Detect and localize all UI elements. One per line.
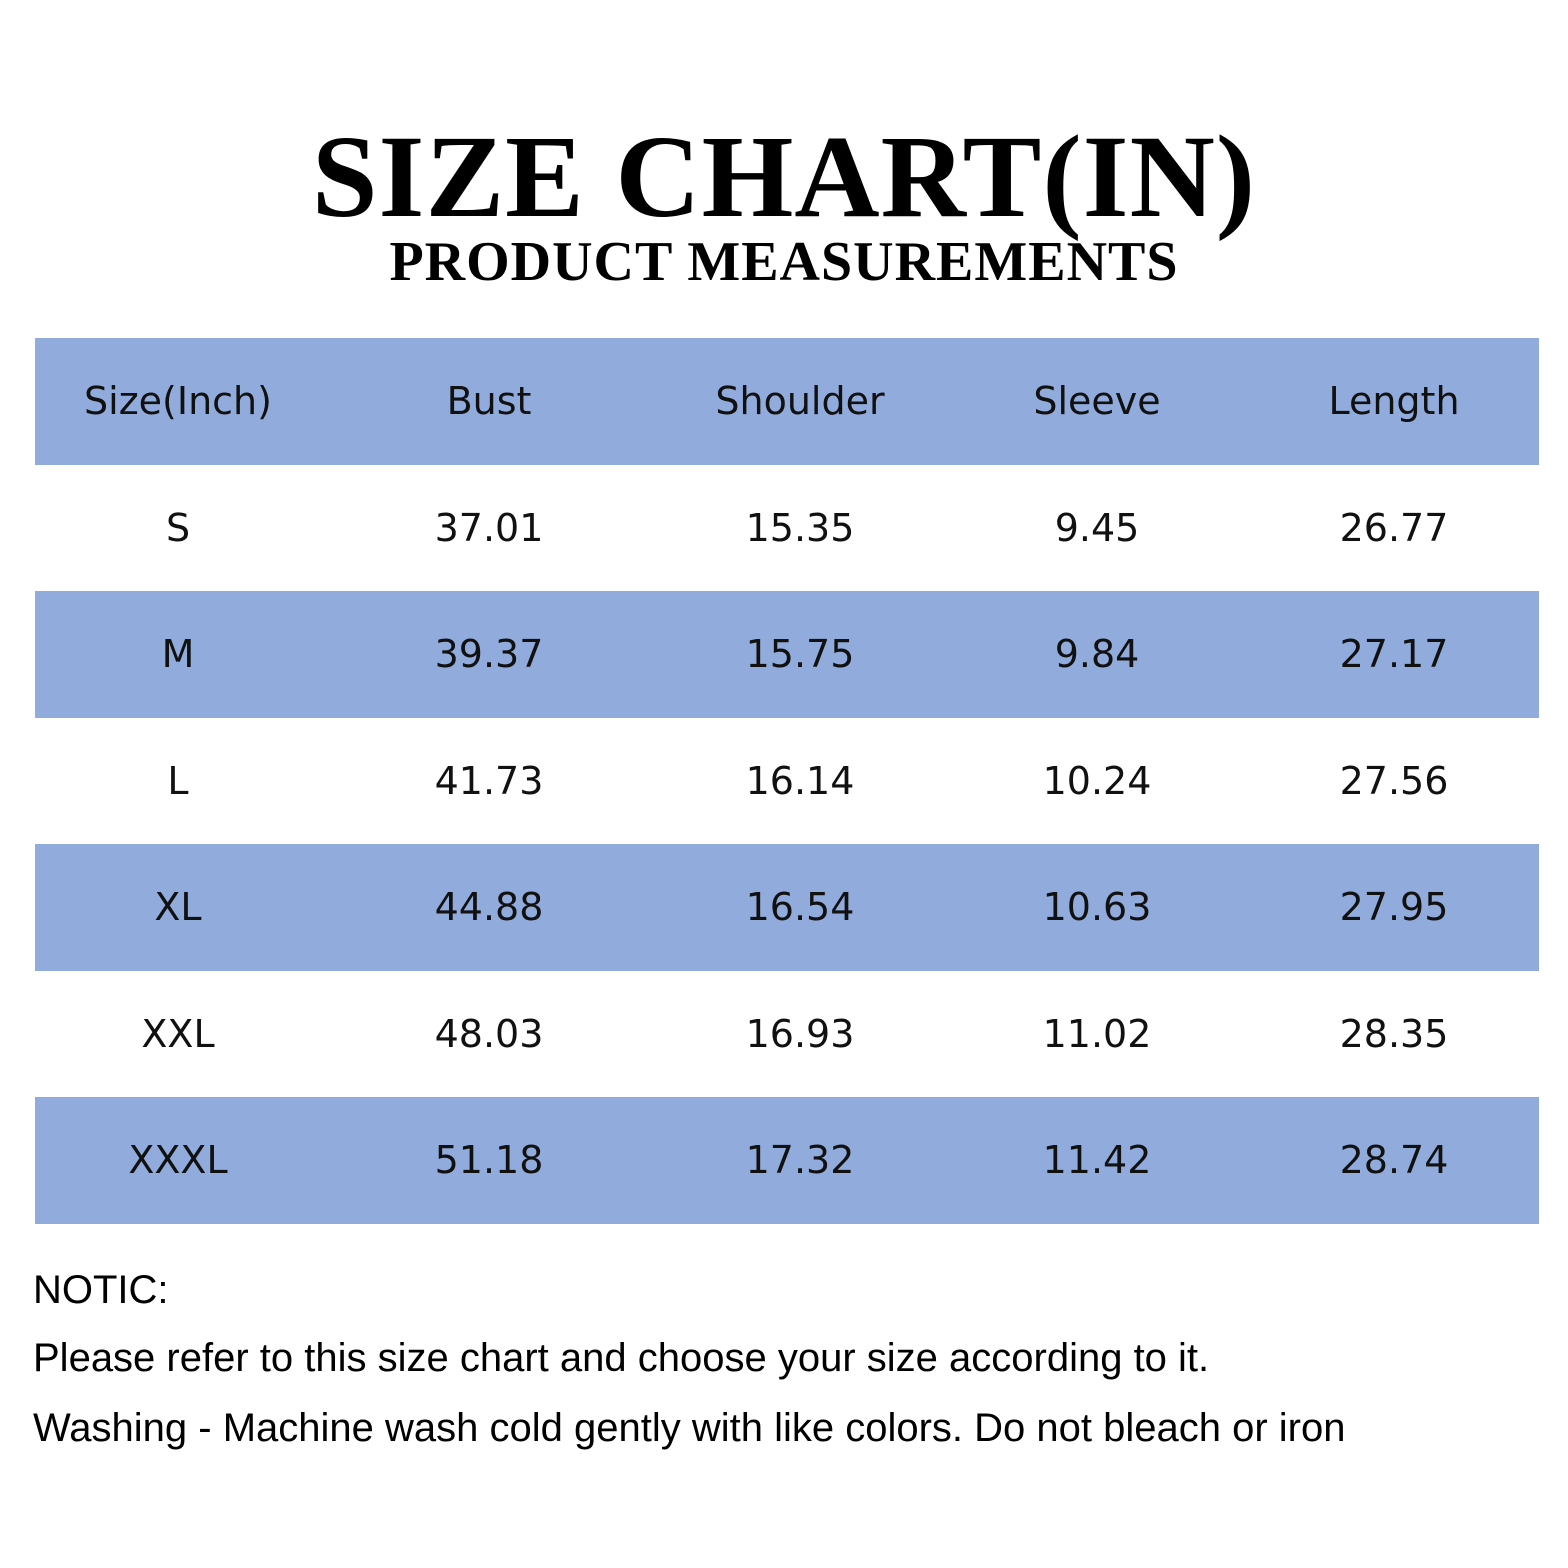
cell: XXL: [141, 1011, 215, 1056]
table-row: M 39.37 15.75 9.84 27.17: [35, 591, 1539, 718]
cell: 44.88: [434, 885, 544, 929]
note-line: Washing - Machine wash cold gently with …: [33, 1406, 1346, 1450]
cell: 16.54: [745, 885, 855, 929]
table-row: XXXL 51.18 17.32 11.42 28.74: [35, 1097, 1539, 1224]
cell: XL: [154, 885, 202, 929]
cell: 16.93: [745, 1011, 855, 1056]
cell: S: [165, 505, 191, 550]
cell: 11.02: [1042, 1011, 1152, 1056]
cell: 9.84: [1054, 632, 1140, 676]
cell: XXXL: [128, 1138, 228, 1182]
column-header: Length: [1328, 379, 1460, 423]
cell: 17.32: [745, 1138, 855, 1182]
notes-label: NOTIC:: [33, 1268, 169, 1312]
cell: 28.35: [1339, 1011, 1449, 1056]
cell: 15.35: [745, 505, 855, 550]
cell: 48.03: [434, 1011, 544, 1056]
cell: 27.95: [1339, 885, 1449, 929]
column-header: Size(Inch): [84, 379, 272, 423]
column-header: Sleeve: [1033, 379, 1161, 423]
cell: 28.74: [1339, 1138, 1449, 1182]
cell: 10.63: [1042, 885, 1152, 929]
cell: M: [161, 632, 195, 676]
cell: 16.14: [745, 758, 855, 803]
column-header: Shoulder: [715, 379, 885, 423]
column-header: Bust: [446, 379, 532, 423]
cell: 27.56: [1339, 758, 1449, 803]
table-row: XL 44.88 16.54 10.63 27.95: [35, 844, 1539, 971]
cell: 26.77: [1339, 505, 1449, 550]
subtitle: PRODUCT MEASUREMENTS: [389, 231, 1179, 293]
cell: 37.01: [434, 505, 544, 550]
title: SIZE CHART(IN): [311, 111, 1257, 242]
table-row: S 37.01 15.35 9.45 26.77: [35, 465, 1539, 592]
cell: 41.73: [434, 758, 544, 803]
note-line: Please refer to this size chart and choo…: [33, 1336, 1210, 1380]
table-row: XXL 48.03 16.93 11.02 28.35: [35, 971, 1539, 1098]
table-row: L 41.73 16.14 10.24 27.56: [35, 718, 1539, 845]
cell: 11.42: [1042, 1138, 1152, 1182]
cell: 39.37: [434, 632, 544, 676]
cell: L: [167, 758, 189, 803]
cell: 27.17: [1339, 632, 1449, 676]
size-table: Size(Inch) Bust Shoulder Sleeve Length S 37.01…: [35, 338, 1539, 1224]
cell: 10.24: [1042, 758, 1152, 803]
cell: 51.18: [434, 1138, 544, 1182]
cell: 9.45: [1054, 505, 1140, 550]
header-row: Size(Inch) Bust Shoulder Sleeve Length: [35, 338, 1539, 465]
cell: 15.75: [745, 632, 855, 676]
